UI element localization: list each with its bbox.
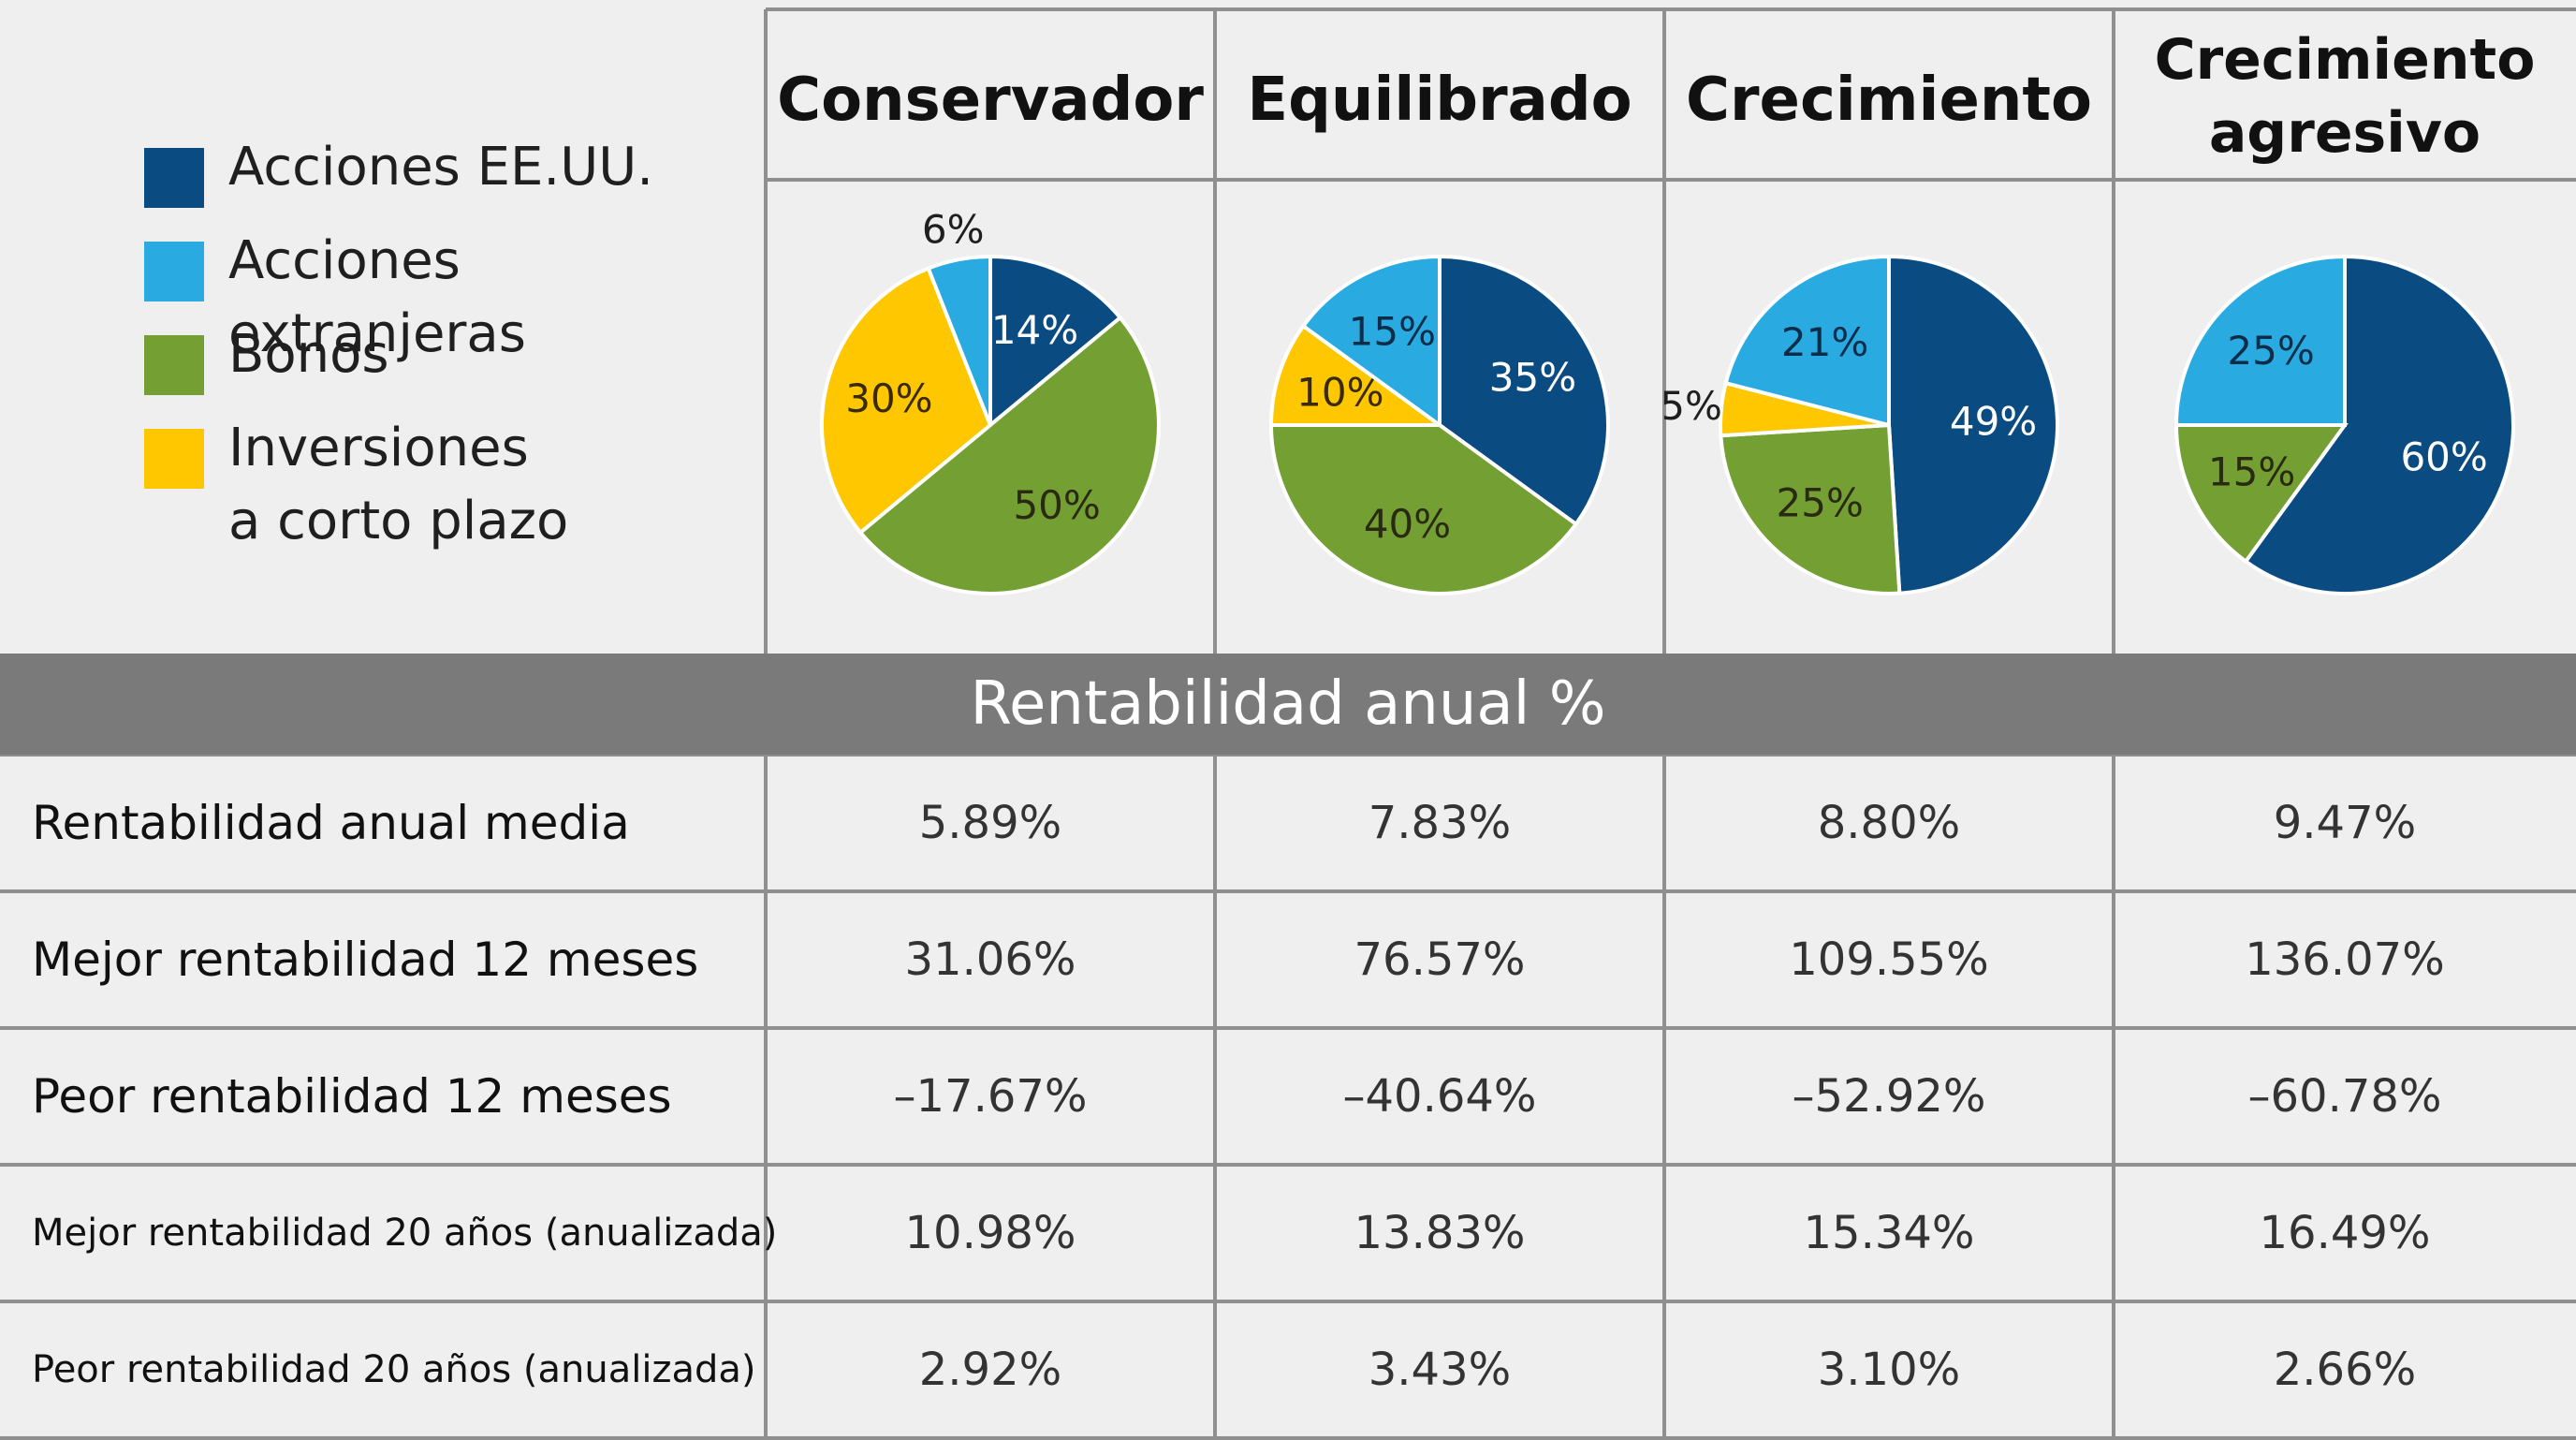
metric-value: 16.49%	[2259, 1207, 2431, 1259]
metric-value: 9.47%	[2273, 797, 2417, 849]
grid-line-horizontal	[766, 7, 2576, 11]
legend-label: Bonos	[228, 324, 389, 385]
metric-value: 5.89%	[918, 797, 1062, 849]
metric-value: 13.83%	[1354, 1207, 1526, 1259]
pie-slice	[2174, 423, 2349, 565]
metric-value: 15.34%	[1803, 1207, 1975, 1259]
legend: Acciones EE.UU. Acciones extranjeras Bonos…	[144, 131, 762, 562]
legend-swatch	[144, 429, 204, 489]
metric-label: Rentabilidad anual media	[32, 796, 630, 850]
pie-slice-label: 40%	[1364, 501, 1451, 547]
pie-slice	[1438, 254, 1610, 527]
pie-slice	[2243, 254, 2515, 595]
grid-line-horizontal	[0, 889, 2576, 893]
pie-slice	[1268, 323, 1446, 427]
metric-value: –60.78%	[2247, 1070, 2442, 1123]
metric-value: 10.98%	[904, 1207, 1076, 1259]
metric-value: –40.64%	[1342, 1070, 1537, 1123]
grid-line-vertical	[1213, 9, 1217, 654]
metric-value: 136.07%	[2245, 933, 2445, 986]
legend-item: Inversiones a corto plazo	[144, 412, 762, 562]
grid-line-vertical	[1213, 755, 1217, 1438]
pie-slice	[988, 254, 1123, 430]
pie-chart: 49% 25% 5% 21%	[1664, 180, 2114, 654]
legend-swatch	[144, 148, 204, 208]
pie-slice-label: 60%	[2400, 433, 2487, 479]
metric-value: 109.55%	[1789, 933, 1989, 986]
pie-chart: 35% 40% 10% 15%	[1215, 180, 1664, 654]
grid-line-vertical	[764, 9, 768, 654]
pie-slice	[857, 315, 1161, 595]
metric-value: 31.06%	[904, 933, 1076, 986]
strategy-title: Equilibrado	[1247, 66, 1632, 135]
pie-svg: 49% 25% 5% 21%	[1664, 254, 2059, 595]
strategy-title: Crecimiento	[1686, 66, 2092, 135]
grid-line-vertical	[2112, 9, 2115, 654]
grid-line-vertical	[1662, 755, 1666, 1438]
pie-slice	[1887, 254, 2059, 595]
pie-slice	[1719, 422, 1902, 595]
grid-line-horizontal	[0, 753, 2576, 757]
strategy-title: Crecimiento agresivo	[2154, 27, 2536, 166]
pie-slice-label: 5%	[1664, 383, 1722, 429]
pie-slice-label: 25%	[2227, 328, 2314, 374]
metric-value: 2.66%	[2273, 1344, 2417, 1396]
grid-line-vertical	[2112, 755, 2115, 1438]
pie-slice-label: 15%	[2208, 449, 2295, 495]
metric-label: Mejor rentabilidad 20 años (anualizada)	[32, 1212, 778, 1255]
pie-slice	[2174, 254, 2347, 427]
pie-slice-label: 21%	[1781, 319, 1868, 365]
pie-slice-label: 50%	[1013, 482, 1100, 528]
pie-slice	[1723, 254, 1891, 428]
returns-section-header: Rentabilidad anual %	[0, 654, 2576, 755]
legend-label: Inversiones a corto plazo	[228, 418, 569, 551]
strategy-title: Conservador	[777, 66, 1204, 135]
metric-value: –17.67%	[893, 1070, 1088, 1123]
grid-line-vertical	[1662, 9, 1666, 654]
grid-line-horizontal	[0, 1163, 2576, 1167]
pie-slice	[1300, 254, 1442, 429]
metric-value: –52.92%	[1792, 1070, 1986, 1123]
pie-slice-label: 10%	[1296, 370, 1383, 416]
pie-slice	[1268, 423, 1579, 595]
pie-svg: 14% 50% 30% 6%	[820, 206, 1161, 595]
pie-slice-label: 25%	[1777, 480, 1864, 526]
metric-value: 2.92%	[918, 1344, 1062, 1396]
metric-label: Mejor rentabilidad 12 meses	[32, 933, 699, 987]
metric-label: Peor rentabilidad 12 meses	[32, 1069, 672, 1124]
legend-item: Acciones extranjeras	[144, 225, 762, 364]
pie-slice-label: 6%	[922, 206, 985, 252]
pie-svg: 60% 15% 25%	[2174, 254, 2515, 595]
legend-item: Bonos	[144, 318, 762, 412]
pie-slice-label: 49%	[1950, 398, 2037, 444]
grid-line-horizontal	[0, 1300, 2576, 1303]
legend-swatch	[144, 335, 204, 395]
metric-value: 76.57%	[1354, 933, 1526, 986]
metric-value: 7.83%	[1368, 797, 1512, 849]
legend-label: Acciones EE.UU.	[228, 137, 653, 198]
pie-chart: 14% 50% 30% 6%	[766, 180, 1215, 654]
pie-slice-label: 15%	[1349, 309, 1436, 355]
legend-item: Acciones EE.UU.	[144, 131, 762, 225]
legend-swatch	[144, 242, 204, 301]
grid-line-horizontal	[766, 178, 2576, 182]
metric-value: 3.10%	[1817, 1344, 1961, 1396]
metric-value: 8.80%	[1817, 797, 1961, 849]
pie-slice-label: 30%	[845, 375, 932, 421]
pie-slice	[926, 254, 992, 426]
metric-label: Peor rentabilidad 20 años (anualizada)	[32, 1348, 756, 1391]
pie-slice	[820, 266, 993, 536]
metric-value: 3.43%	[1368, 1344, 1512, 1396]
pie-slice-label: 35%	[1489, 354, 1576, 400]
grid-line-vertical	[764, 755, 768, 1438]
legend-label: Acciones extranjeras	[228, 230, 526, 364]
pie-slice-label: 14%	[991, 307, 1078, 353]
pie-svg: 35% 40% 10% 15%	[1268, 254, 1610, 595]
grid-line-horizontal	[0, 1026, 2576, 1030]
pie-chart: 60% 15% 25%	[2114, 180, 2576, 654]
